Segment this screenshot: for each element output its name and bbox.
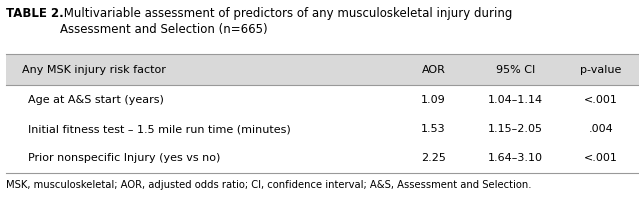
Bar (6, 54, 639, 85)
Text: 95% CI: 95% CI (496, 65, 535, 75)
Bar (6, 85, 639, 115)
Text: 1.53: 1.53 (421, 124, 446, 134)
Text: <.001: <.001 (584, 95, 618, 105)
Text: Multivariable assessment of predictors of any musculoskeletal injury during
Asse: Multivariable assessment of predictors o… (60, 7, 512, 36)
Bar (6, 115, 639, 144)
Text: 1.04–1.14: 1.04–1.14 (488, 95, 543, 105)
Text: AOR: AOR (422, 65, 445, 75)
Text: .004: .004 (589, 124, 613, 134)
Text: Age at A&S start (years): Age at A&S start (years) (28, 95, 164, 105)
Text: <.001: <.001 (584, 153, 618, 163)
Text: 2.25: 2.25 (421, 153, 446, 163)
Text: 1.09: 1.09 (421, 95, 446, 105)
Text: 1.64–3.10: 1.64–3.10 (488, 153, 543, 163)
Bar (6, 144, 639, 173)
Text: Any MSK injury risk factor: Any MSK injury risk factor (22, 65, 166, 75)
Text: p-value: p-value (580, 65, 622, 75)
Text: TABLE 2.: TABLE 2. (6, 7, 64, 20)
Text: 1.15–2.05: 1.15–2.05 (488, 124, 543, 134)
Text: Initial fitness test – 1.5 mile run time (minutes): Initial fitness test – 1.5 mile run time… (28, 124, 291, 134)
Text: Prior nonspecific Injury (yes vs no): Prior nonspecific Injury (yes vs no) (28, 153, 220, 163)
Text: MSK, musculoskeletal; AOR, adjusted odds ratio; CI, confidence interval; A&S, As: MSK, musculoskeletal; AOR, adjusted odds… (6, 180, 532, 190)
